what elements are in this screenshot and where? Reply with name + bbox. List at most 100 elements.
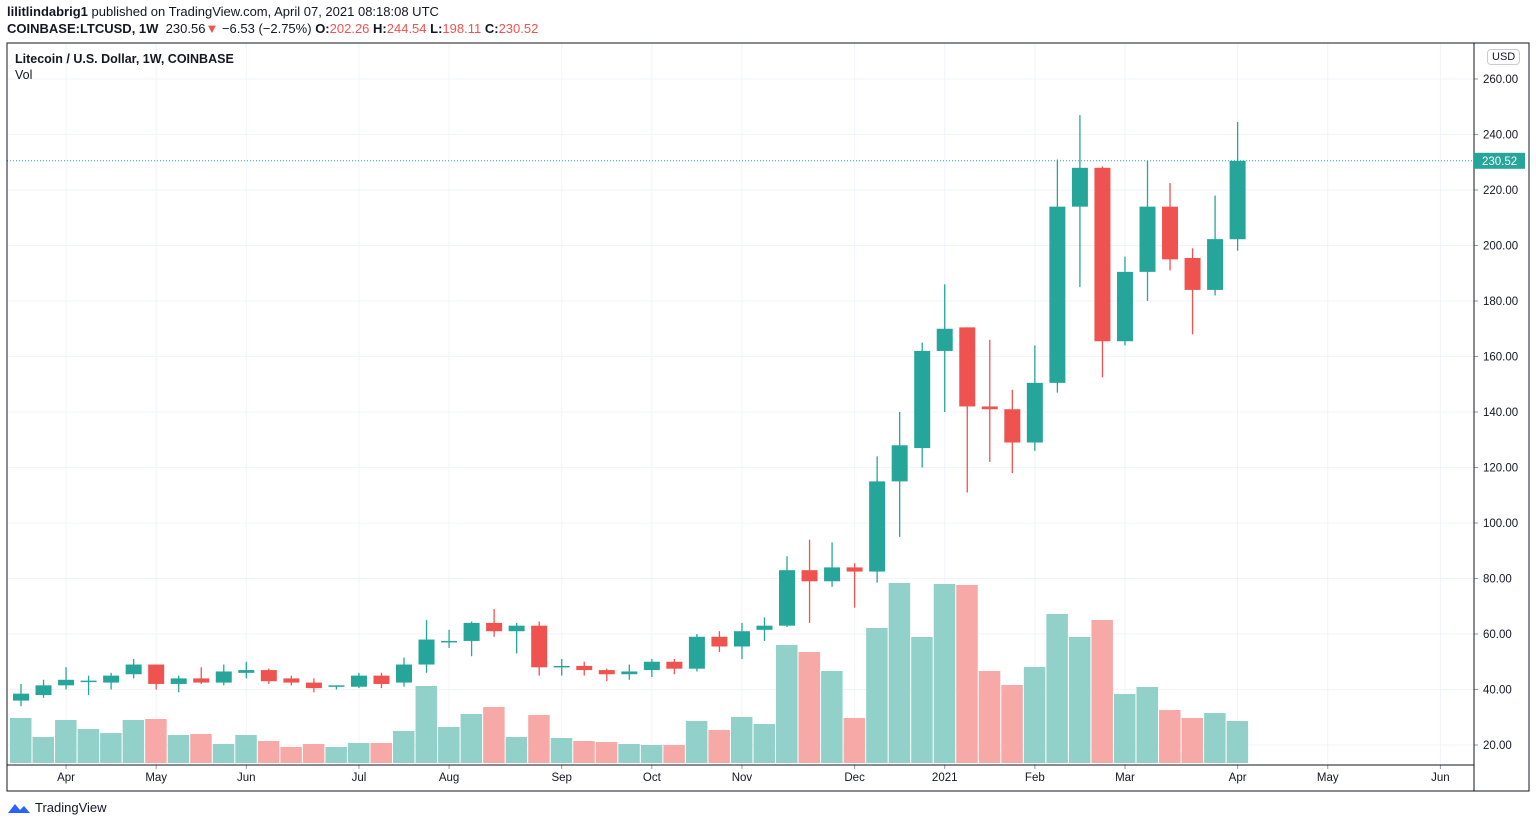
candle-up — [215, 671, 232, 683]
volume-bar — [190, 734, 212, 763]
candle-down — [486, 622, 503, 632]
last-price-label: 230.52 — [1482, 156, 1517, 168]
candle-up — [13, 693, 29, 701]
y-tick-label: 60.00 — [1483, 629, 1512, 641]
last-price-badge — [1474, 152, 1525, 169]
high-label: H: — [373, 21, 387, 36]
x-tick-label: Mar — [1115, 772, 1135, 784]
x-tick-label: Nov — [732, 772, 753, 784]
volume-bar — [460, 714, 483, 763]
legend-vol: Vol — [15, 68, 33, 82]
candle-down — [959, 327, 976, 407]
candle-up — [914, 350, 931, 449]
chart-legend: Litecoin / U.S. Dollar, 1W, COINBASE Vol — [15, 52, 234, 84]
candle-down — [666, 661, 683, 669]
candle-up — [621, 671, 638, 675]
volume-bar — [1159, 710, 1181, 763]
author[interactable]: lilitlindabrig1 — [7, 4, 88, 19]
y-tick-label: 240.00 — [1483, 130, 1518, 142]
volume-bar — [32, 737, 55, 763]
volume-bar — [1204, 713, 1226, 763]
x-tick-label: May — [1317, 772, 1339, 784]
candle-down — [1184, 257, 1201, 290]
y-tick-label: 80.00 — [1483, 574, 1512, 586]
candle-down — [531, 625, 548, 668]
volume-bars — [10, 583, 1249, 763]
volume-bar — [685, 721, 708, 763]
triangle-down-icon: ▼ — [205, 21, 219, 36]
candle-down — [1004, 409, 1021, 443]
close-value: 230.52 — [498, 21, 539, 36]
candle-down — [981, 406, 998, 410]
volume-bar — [798, 652, 821, 763]
y-tick-label: 40.00 — [1483, 685, 1512, 697]
volume-bar — [77, 729, 100, 763]
candle-down — [598, 670, 615, 675]
volume-bar — [438, 727, 460, 763]
symbol-info: COINBASE:LTCUSD, 1W 230.56▼ −6.53 (−2.75… — [7, 21, 538, 36]
volume-bar — [821, 671, 843, 763]
candle-up — [1116, 271, 1133, 342]
candle-down — [305, 682, 322, 689]
high-value: 244.54 — [386, 21, 427, 36]
footer: TradingView — [7, 800, 107, 815]
volume-bar — [550, 738, 573, 763]
volume-bar — [911, 637, 933, 763]
candle-up — [350, 675, 367, 687]
candle-up — [58, 679, 75, 686]
volume-bar — [1091, 620, 1113, 763]
x-tick-label: Jul — [352, 772, 367, 784]
x-tick-label: Aug — [439, 772, 459, 784]
volume-bar — [100, 733, 122, 763]
chart-frame — [6, 42, 1530, 792]
candle-up — [418, 639, 435, 665]
candle-down — [846, 567, 863, 572]
candle-down — [1094, 167, 1111, 342]
candle-up — [756, 625, 773, 630]
candle-up — [643, 661, 660, 671]
volume-bar — [708, 730, 730, 763]
volume-bar — [978, 671, 1001, 763]
x-tick-label: Oct — [643, 772, 662, 784]
y-tick-label: 120.00 — [1483, 463, 1518, 475]
volume-bar — [1181, 718, 1204, 763]
candles — [13, 115, 1246, 707]
x-tick-label: Apr — [57, 772, 75, 784]
volume-bar — [1023, 667, 1046, 763]
x-tick-label: 2021 — [932, 772, 958, 784]
footer-brand[interactable]: TradingView — [35, 800, 107, 815]
volume-bar — [528, 715, 550, 763]
candle-up — [441, 640, 458, 643]
x-tick-label: Dec — [844, 772, 865, 784]
low-value: 198.11 — [442, 21, 482, 36]
volume-bar — [347, 743, 370, 763]
axes: 260.00 240.00 220.00 200.00 180.00 160.00 140.… — [7, 43, 1525, 791]
currency-button[interactable]: USD — [1487, 49, 1521, 65]
volume-bar — [145, 719, 167, 763]
x-tick-label: Apr — [1229, 772, 1247, 784]
volume-bar — [167, 735, 190, 763]
volume-bar — [1068, 637, 1091, 763]
candle-up — [396, 664, 413, 683]
x-tick-label: Jun — [1431, 772, 1450, 784]
candle-up — [328, 685, 345, 687]
candle-down — [576, 665, 593, 671]
open-label: O: — [315, 21, 330, 36]
candle-up — [463, 622, 480, 641]
volume-bar — [640, 745, 663, 763]
volume-bar — [505, 737, 528, 763]
candle-down — [711, 636, 728, 647]
legend-title: Litecoin / U.S. Dollar, 1W, COINBASE — [15, 52, 234, 66]
volume-bar — [595, 742, 618, 763]
y-tick-label: 200.00 — [1483, 241, 1518, 253]
volume-bar — [1001, 685, 1023, 763]
volume-bar — [10, 718, 32, 763]
close-label: C: — [484, 21, 499, 36]
grid — [7, 43, 1474, 765]
low-label: L: — [430, 21, 443, 36]
publish-info: lilitlindabrig1 published on TradingView… — [7, 4, 439, 19]
volume-bar — [1136, 687, 1158, 763]
candle-up — [35, 685, 52, 696]
volume-bar — [370, 743, 392, 763]
